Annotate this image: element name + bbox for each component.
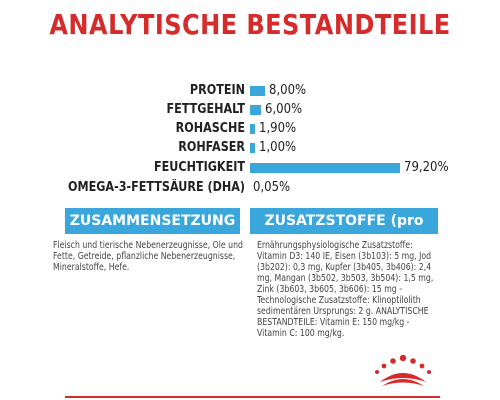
category-label-rohasche: ROHASCHE [175,121,245,136]
royal-canin-crown-logo [375,354,431,386]
value-label-feuchtigkeit: 79,20% [404,160,449,175]
value-label-rohfaser: 1,00% [259,140,297,155]
bar-rohasche [250,124,255,134]
page-title: ANALYTISCHE BESTANDTEILE [49,8,451,41]
bottom-divider [65,396,440,398]
composition-text: Fleisch und tierische Nebenerzeugnisse, … [53,240,243,273]
bar-protein [250,86,266,96]
category-label-protein: PROTEIN [189,83,245,98]
analysis-bar-chart: PROTEIN 8,00% FETTGEHALT 6,00% ROHASCHE 1,90%… [67,83,449,195]
value-label-omega-3-fettsäure-dha: 0,05% [253,180,291,195]
category-label-fettgehalt: FETTGEHALT [166,102,245,117]
tab-composition[interactable]: ZUSAMMENSETZUNG [65,208,240,234]
category-label-omega-3-fettsäure-dha: OMEGA-3-FETTSÄURE (DHA) [67,180,245,195]
category-label-feuchtigkeit: FEUCHTIGKEIT [154,160,245,175]
value-label-rohasche: 1,90% [259,121,297,136]
bar-fettgehalt [250,105,262,115]
value-label-fettgehalt: 6,00% [265,102,303,117]
bar-feuchtigkeit [250,163,400,173]
tab-additives[interactable]: ZUSATZSTOFFE (pro kg) [250,208,438,255]
value-label-protein: 8,00% [269,83,307,98]
bar-rohfaser [250,143,255,153]
category-label-rohfaser: ROHFASER [178,140,245,155]
additives-text: Ernährungsphysiologische Zusatzstoffe: V… [257,240,434,339]
